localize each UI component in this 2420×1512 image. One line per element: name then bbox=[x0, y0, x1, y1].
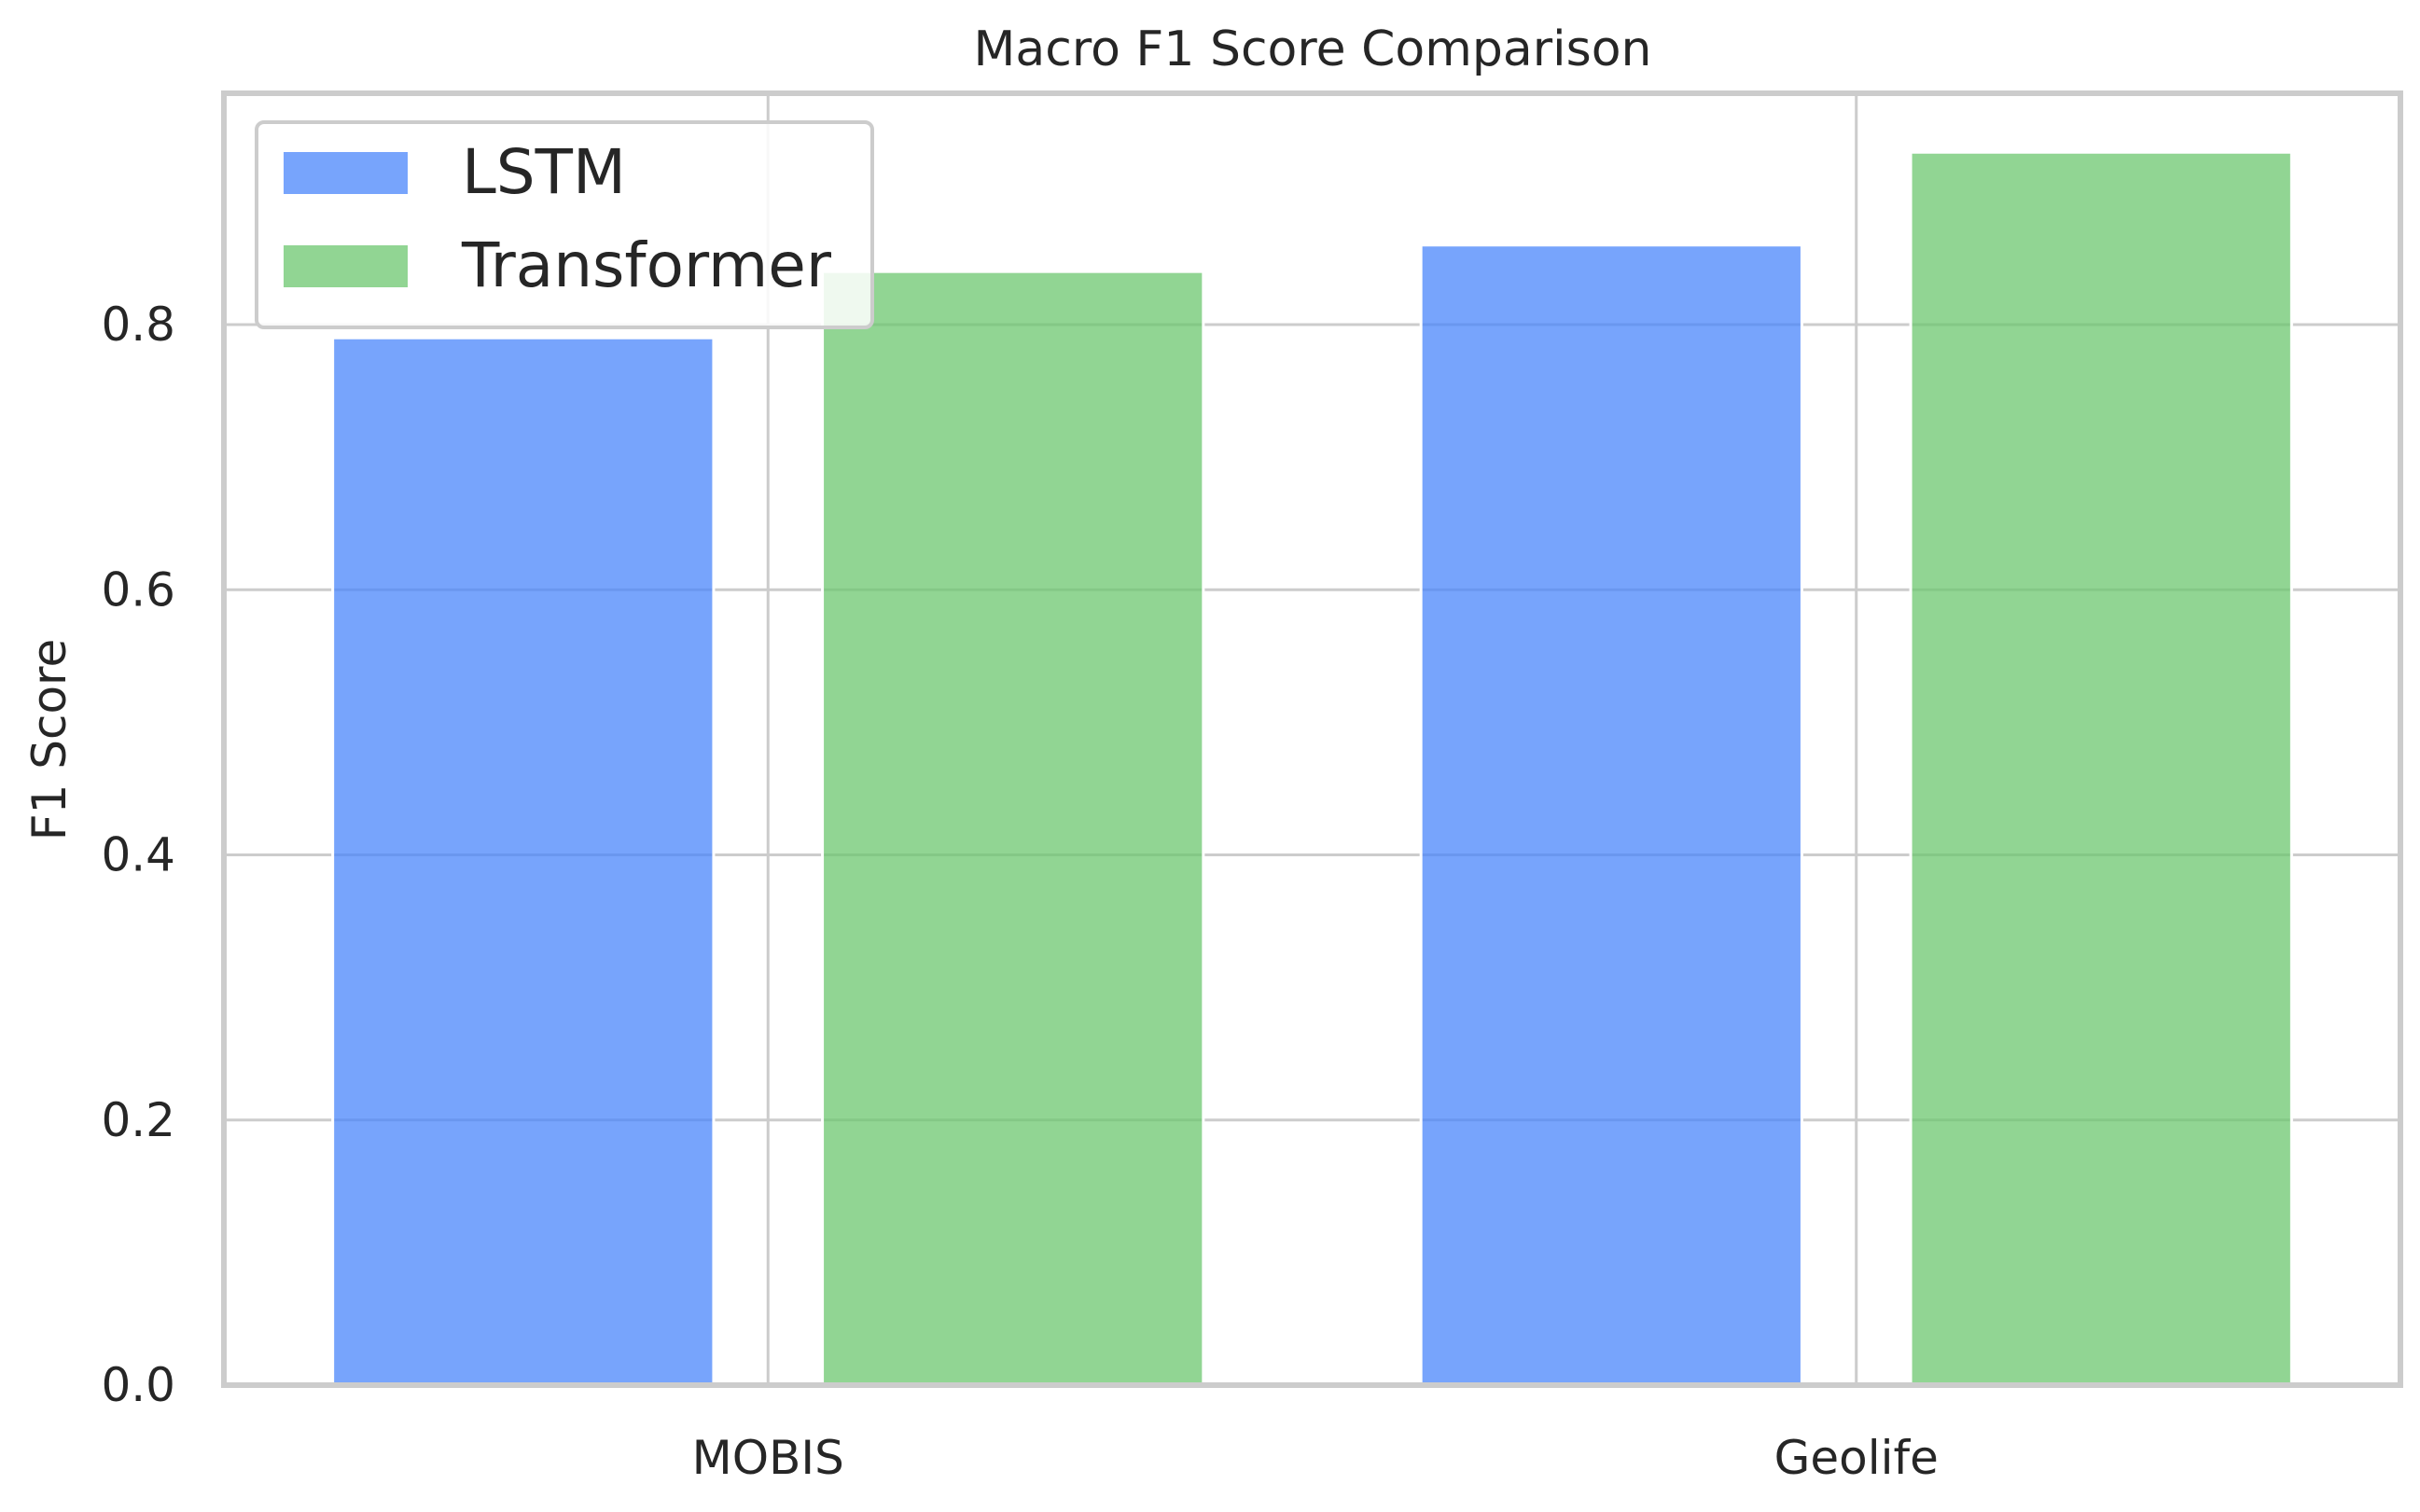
legend-label-transformer: Transformer bbox=[461, 229, 832, 301]
y-tick-label: 0.4 bbox=[101, 828, 175, 882]
x-tick-label: Geolife bbox=[1774, 1431, 1939, 1485]
plot-frame bbox=[221, 90, 2403, 1388]
y-axis-label: F1 Score bbox=[22, 639, 76, 841]
bar-transformer-geolife bbox=[1909, 150, 2293, 1387]
y-ticks: 0.0 0.2 0.4 0.6 0.8 bbox=[101, 298, 175, 1412]
y-tick-label: 0.8 bbox=[101, 298, 175, 352]
x-tick-label: MOBIS bbox=[692, 1431, 844, 1485]
y-tick-label: 0.0 bbox=[101, 1358, 175, 1412]
y-tick-label: 0.6 bbox=[101, 562, 175, 617]
legend-box bbox=[255, 120, 874, 329]
bar-transformer-mobis bbox=[821, 270, 1205, 1387]
x-ticks: MOBIS Geolife bbox=[692, 1431, 1939, 1485]
legend-swatch-lstm bbox=[282, 150, 410, 196]
bar-lstm-mobis bbox=[331, 336, 716, 1387]
legend-swatch-transformer bbox=[282, 243, 410, 289]
y-tick-label: 0.2 bbox=[101, 1093, 175, 1147]
legend: LSTM Transformer bbox=[255, 120, 874, 329]
legend-label-lstm: LSTM bbox=[462, 136, 626, 208]
chart-title: Macro F1 Score Comparison bbox=[974, 21, 1652, 77]
bar-lstm-geolife bbox=[1419, 243, 1803, 1387]
